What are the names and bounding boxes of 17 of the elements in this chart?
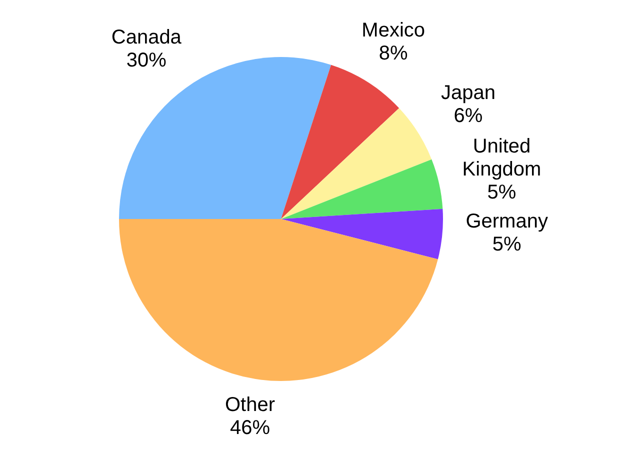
pie-slice [281,108,432,219]
pie-slice [281,208,443,260]
pie-slice [119,219,438,381]
slice-label: Other [224,394,276,416]
slice-label: United Kingdom [462,136,542,180]
data-label: 30% [126,49,167,72]
data-label: 5% [487,182,516,204]
data-label: 46% [230,416,270,439]
pie-slice [281,64,400,219]
data-label: 6% [454,105,483,128]
pie-slice [281,159,443,219]
slice-label: Germany [466,210,548,233]
data-label: 8% [378,42,408,64]
slice-label: Japan [440,82,496,104]
data-label: 5% [492,234,522,256]
slice-label: Canada [111,26,182,48]
slice-label: Mexico [362,19,426,42]
